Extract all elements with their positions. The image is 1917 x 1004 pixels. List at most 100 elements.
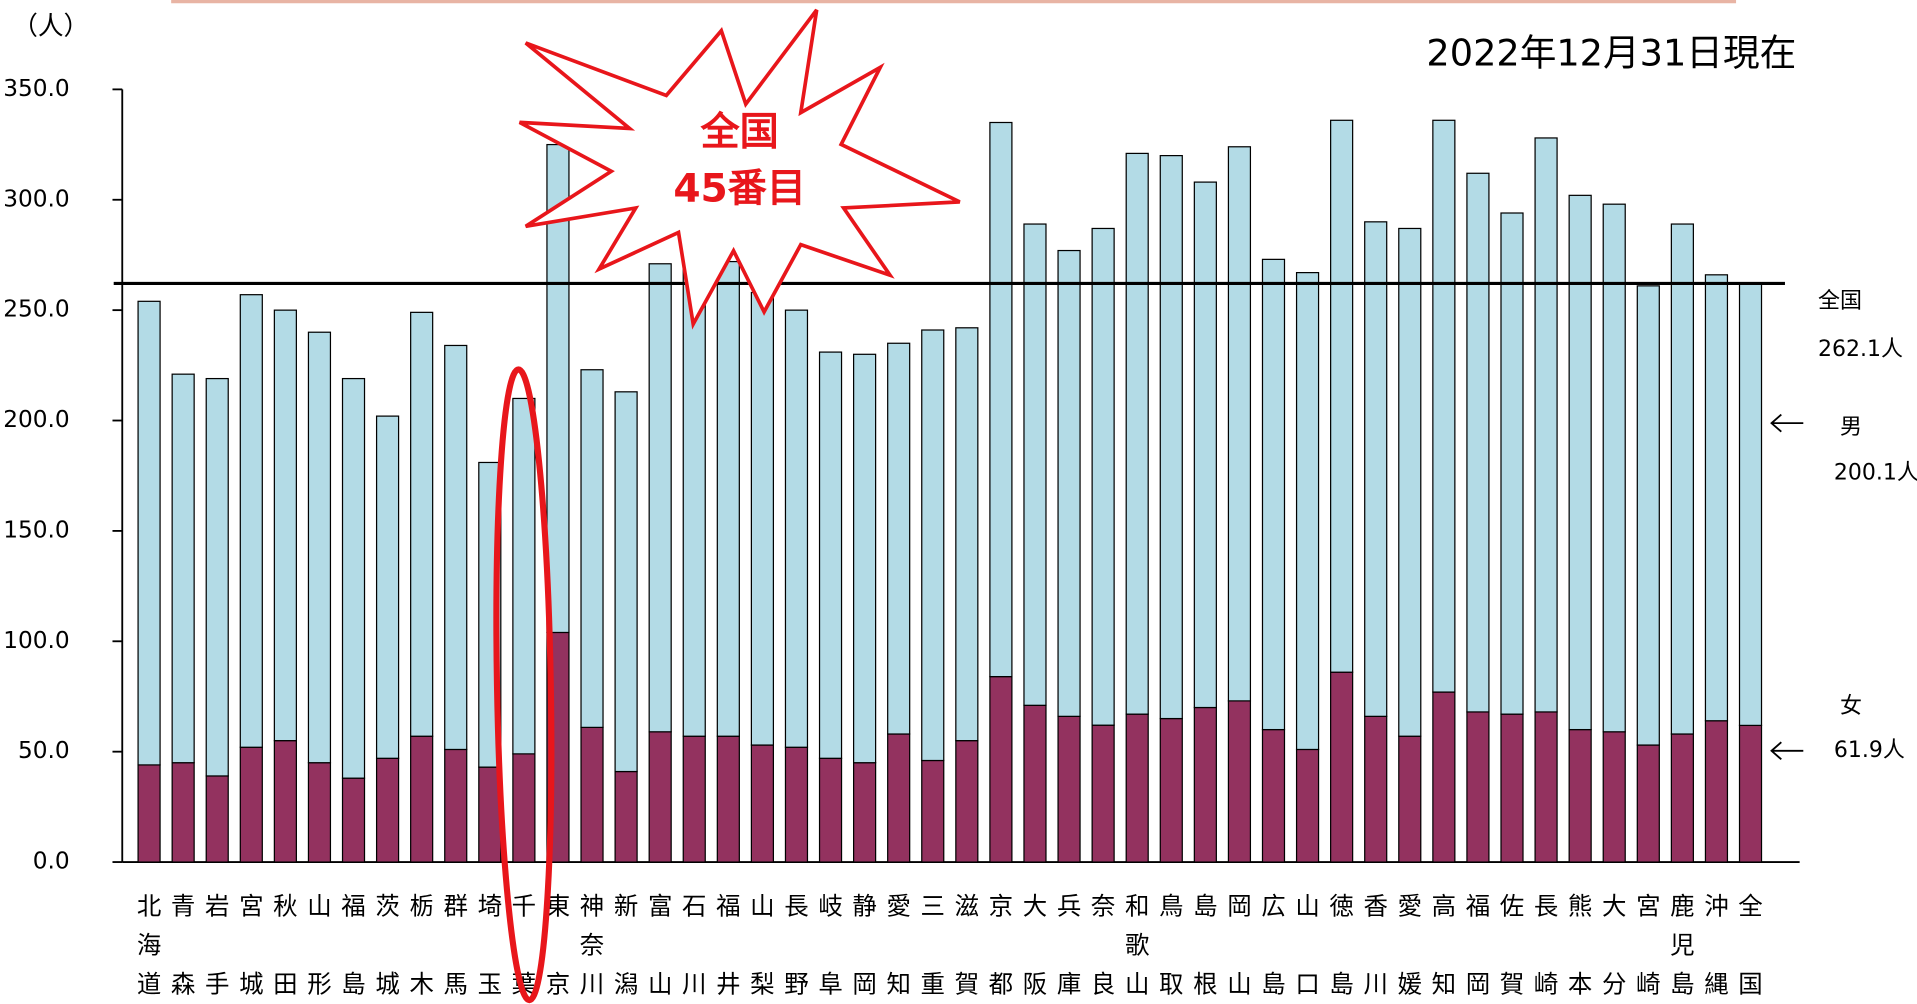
bar-segment: [411, 736, 433, 862]
bar-segment: [1671, 224, 1693, 734]
bar-segment: [717, 736, 739, 862]
bar-segment: [1092, 228, 1114, 725]
x-tick-label: 岐阜: [818, 891, 842, 998]
bar-segment: [1535, 712, 1557, 862]
x-tick-label: 大阪: [1023, 891, 1047, 998]
bar-segment: [1092, 725, 1114, 862]
series-name: 女: [1840, 694, 1862, 719]
x-tick-label: 山梨: [750, 891, 774, 998]
x-tick-label: 三重: [921, 891, 945, 998]
bar-segment: [445, 345, 467, 749]
x-tick-label: 大分: [1602, 891, 1626, 998]
bar-segment: [377, 758, 399, 862]
y-unit-label: （人）: [12, 12, 89, 42]
bar-segment: [206, 379, 228, 776]
x-tick-label: 全国: [1738, 891, 1762, 998]
x-tick-label: 茨城: [375, 891, 399, 998]
bar-segment: [138, 765, 160, 862]
bar-segment: [956, 328, 978, 741]
bar-segment: [1705, 275, 1727, 721]
x-tick-label: 青森: [171, 891, 195, 998]
x-tick-label: 福岡: [1466, 891, 1490, 998]
bar-segment: [1331, 672, 1353, 862]
bar-segment: [1365, 222, 1387, 717]
bar-segment: [922, 760, 944, 862]
bar-segment: [308, 332, 330, 762]
bar-segment: [1194, 182, 1216, 707]
bar-segment: [854, 354, 876, 762]
x-tick-label: 愛媛: [1398, 891, 1422, 998]
page: {"chart_data": { "type": "bar", "stacked…: [0, 0, 1917, 1004]
bar-segment: [1331, 120, 1353, 672]
side-arrow: [1772, 415, 1804, 432]
bar-segment: [888, 734, 910, 862]
x-tick-label: 広島: [1261, 891, 1285, 998]
bar-segment: [1740, 725, 1762, 862]
x-tick-label: 富山: [648, 891, 672, 998]
bar-segment: [1501, 213, 1523, 714]
x-tick-label: 岩手: [205, 891, 229, 998]
bar-segment: [1501, 714, 1523, 862]
x-tick-label: 和歌山: [1125, 891, 1149, 998]
x-tick-label: 福島: [341, 891, 365, 998]
bar-segment: [1705, 721, 1727, 862]
bar-segment: [206, 776, 228, 862]
x-tick-label: 高知: [1432, 891, 1456, 998]
y-tick-label: 100.0: [3, 627, 69, 654]
bar-segment: [1297, 749, 1319, 862]
bar-segment: [172, 763, 194, 862]
date-note: 2022年12月31日現在: [1426, 32, 1796, 75]
x-tick-label: 長野: [784, 891, 808, 998]
bar-segment: [1637, 745, 1659, 862]
x-tick-label: 山形: [307, 891, 331, 998]
bar-segment: [1262, 730, 1284, 862]
bar-segment: [308, 763, 330, 862]
highlight-text: 全国: [700, 110, 779, 155]
bar-segment: [820, 758, 842, 862]
y-tick-label: 200.0: [3, 406, 69, 433]
bar-segment: [1024, 705, 1046, 862]
bar-segment: [1467, 173, 1489, 712]
x-tick-label: 滋賀: [955, 891, 979, 998]
x-tick-label: 山口: [1295, 891, 1319, 998]
bar-segment: [1058, 251, 1080, 717]
bar-segment: [377, 416, 399, 758]
bar-segment: [1160, 156, 1182, 719]
series-name: 男: [1840, 415, 1862, 440]
bar-segment: [240, 747, 262, 862]
bar-segment: [581, 727, 603, 862]
x-tick-label: 島根: [1193, 891, 1217, 998]
x-tick-label: 長崎: [1534, 891, 1558, 998]
bar-segment: [1365, 716, 1387, 862]
x-tick-label: 栃木: [409, 891, 433, 998]
bar-segment: [581, 370, 603, 728]
bar-segment: [1228, 701, 1250, 862]
x-tick-label: 岡山: [1227, 891, 1251, 998]
bar-segment: [683, 736, 705, 862]
y-tick-label: 0.0: [33, 848, 70, 875]
x-tick-label: 神奈川: [580, 891, 604, 998]
series-side-label: 200.1人: [1834, 460, 1917, 485]
x-tick-label: 熊本: [1568, 891, 1592, 998]
x-tick-label: 佐賀: [1500, 891, 1524, 998]
bar-segment: [411, 312, 433, 736]
bar-segment: [615, 772, 637, 863]
bar-segment: [1399, 736, 1421, 862]
bar-segment: [854, 763, 876, 862]
x-tick-label: 群馬: [444, 891, 468, 998]
bar-segment: [1433, 692, 1455, 862]
bar-segment: [1467, 712, 1489, 862]
bar-segment: [615, 392, 637, 772]
x-tick-label: 宮城: [239, 891, 263, 998]
bar-segment: [1126, 714, 1148, 862]
series-side-label: 61.9人: [1834, 738, 1905, 763]
x-tick-label: 新潟: [614, 891, 638, 998]
x-tick-label: 兵庫: [1057, 891, 1081, 998]
y-tick-label: 50.0: [18, 737, 70, 764]
y-tick-label: 250.0: [3, 296, 69, 323]
bar-segment: [1262, 259, 1284, 729]
bar-segment: [785, 747, 807, 862]
bar-segment: [956, 741, 978, 862]
bar-segment: [240, 295, 262, 748]
bar-segment: [1194, 708, 1216, 863]
